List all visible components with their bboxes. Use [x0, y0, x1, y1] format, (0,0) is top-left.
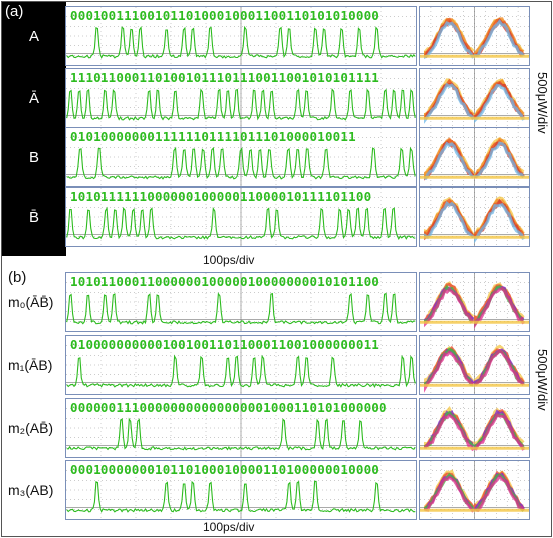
eye-diagram	[419, 68, 530, 128]
bit-sequence: 101011111100000010000011000010111101100	[70, 189, 372, 204]
panel-b-time-scale: 100ps/div	[203, 520, 255, 534]
panel-a-row-label: B̄	[28, 209, 39, 226]
panel-b-row-label: m₁(ĀB)	[8, 357, 53, 373]
waveform-trace: 0100000000001001001101100011001000000011	[65, 335, 417, 395]
bit-sequence: 0001001110010110100010001100110101010000	[70, 8, 380, 23]
eye-diagram	[419, 272, 530, 332]
waveform-trace: 0101000000011111101111011101000010011	[65, 127, 417, 187]
eye-diagram	[419, 127, 530, 187]
panel-a-row-label: A	[28, 28, 39, 45]
eye-diagram	[419, 460, 530, 520]
panel-a-label-background	[2, 2, 66, 256]
waveform-trace: 0000001110000000000000000100011010100000…	[65, 398, 417, 458]
panel-b-letter: (b)	[8, 269, 27, 286]
waveform-trace: 0001001110010110100010001100110101010000	[65, 6, 417, 66]
eye-diagram	[419, 398, 530, 458]
bit-sequence: 0000001110000000000000000100011010100000…	[70, 400, 387, 415]
bit-sequence: 0001000000010110100010000110100000010000	[70, 462, 380, 477]
panel-b-row-label: m₃(AB)	[8, 482, 54, 498]
bit-sequence: 0100000000001001001101100011001000000011	[70, 337, 380, 352]
panel-b-row-label: m₀(ĀB̄)	[8, 294, 54, 310]
panel-a-time-scale: 100ps/div	[203, 253, 255, 267]
bit-sequence: 1110110001101001011101110011001010101111	[70, 70, 380, 85]
panel-b-power-scale: 500μW/div	[535, 349, 550, 411]
waveform-trace: 1110110001101001011101110011001010101111	[65, 68, 417, 128]
panel-a-row-label: Ā	[28, 90, 39, 107]
bit-sequence: 0101000000011111101111011101000010011	[70, 129, 356, 144]
panel-a-row-label: B	[28, 149, 39, 166]
waveform-trace: 1010110001100000010000010000000010101100	[65, 272, 417, 332]
waveform-trace: 0001000000010110100010000110100000010000	[65, 460, 417, 520]
panel-a-power-scale: 500μW/div	[535, 72, 550, 134]
bit-sequence: 1010110001100000010000010000000010101100	[70, 274, 380, 289]
eye-diagram	[419, 6, 530, 66]
waveform-trace: 101011111100000010000011000010111101100	[65, 187, 417, 247]
eye-diagram	[419, 187, 530, 247]
eye-diagram	[419, 335, 530, 395]
panel-a-letter: (a)	[5, 3, 24, 20]
panel-b-row-label: m₂(AB̄)	[8, 420, 54, 436]
